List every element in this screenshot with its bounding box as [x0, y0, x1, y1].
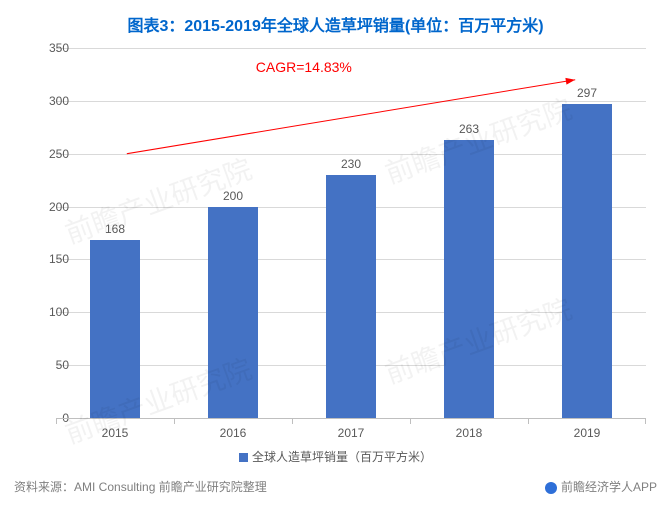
x-tick-label: 2017: [338, 426, 365, 440]
bar: [326, 175, 376, 418]
source-text: 资料来源：AMI Consulting 前瞻产业研究院整理: [14, 478, 267, 495]
x-tick: [174, 418, 175, 424]
app-icon: [544, 481, 558, 495]
x-tick: [528, 418, 529, 424]
x-tick-label: 2016: [220, 426, 247, 440]
x-tick-label: 2018: [456, 426, 483, 440]
bar-value-label: 230: [341, 157, 361, 171]
x-tick: [410, 418, 411, 424]
bar-value-label: 200: [223, 189, 243, 203]
x-tick: [292, 418, 293, 424]
bar: [90, 240, 140, 418]
x-tick-label: 2015: [102, 426, 129, 440]
bar: [562, 104, 612, 418]
x-tick-label: 2019: [574, 426, 601, 440]
plot-area: 168 200 230 263 297: [56, 48, 646, 418]
bar-value-label: 297: [577, 86, 597, 100]
legend-label: 全球人造草坪销量（百万平方米）: [252, 450, 432, 464]
x-axis-line: [56, 418, 646, 419]
legend-swatch: [239, 453, 248, 462]
footer-app: 前瞻经济学人APP: [544, 478, 657, 495]
cagr-annotation: CAGR=14.83%: [256, 59, 352, 75]
x-tick: [56, 418, 57, 424]
bar: [208, 207, 258, 418]
x-tick: [645, 418, 646, 424]
bar: [444, 140, 494, 418]
bar-value-label: 168: [105, 222, 125, 236]
legend: 全球人造草坪销量（百万平方米）: [0, 448, 671, 465]
chart-title: 图表3：2015-2019年全球人造草坪销量(单位：百万平方米): [0, 0, 671, 44]
bar-value-label: 263: [459, 122, 479, 136]
